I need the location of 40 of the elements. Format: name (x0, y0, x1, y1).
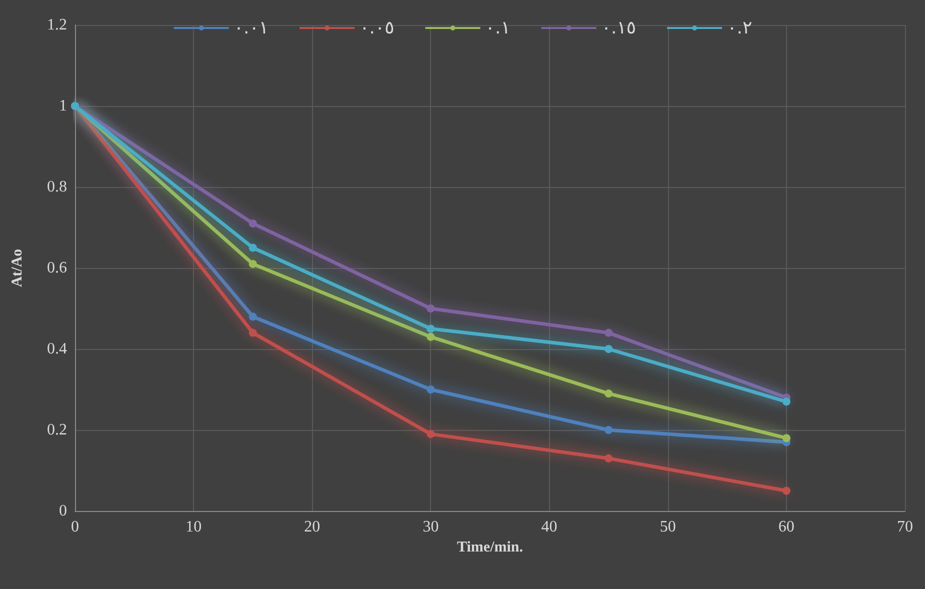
y-tick-label: 0.6 (47, 260, 67, 276)
point (426, 332, 435, 341)
point (782, 434, 790, 442)
point (248, 244, 257, 252)
y-tick-label: 0.4 (47, 340, 67, 358)
y-tick-label: 1.2 (47, 16, 67, 34)
point (782, 398, 790, 406)
y-tick-label: 0.8 (47, 178, 67, 196)
y-axis-title: At/Ao (10, 248, 26, 288)
x-tick-label: 70 (897, 518, 913, 536)
x-tick-label: 0 (71, 518, 79, 536)
y-tick-label: 1 (59, 98, 67, 114)
x-tick-label: 40 (541, 518, 558, 536)
point (426, 304, 435, 312)
point (426, 386, 435, 394)
point (426, 430, 435, 438)
legend-label: ٠.٠١ (234, 18, 269, 38)
legend-label: ٠.١ (485, 18, 510, 38)
point (426, 324, 435, 333)
x-tick-label: 30 (422, 518, 439, 536)
point (604, 390, 613, 398)
point (604, 345, 613, 353)
x-tick-label: 50 (660, 518, 676, 536)
point (782, 486, 790, 495)
point (248, 219, 257, 228)
y-tick-label: 0 (59, 502, 67, 520)
point (604, 328, 613, 337)
legend-label: ٠.٢ (727, 18, 752, 38)
legend-label: ٠.١٥ (601, 18, 636, 38)
point (248, 312, 257, 321)
point (248, 260, 257, 268)
x-tick-label: 20 (304, 518, 320, 536)
point (248, 328, 257, 337)
point (604, 426, 613, 434)
y-tick-label: 0.2 (47, 422, 67, 438)
x-axis-title: Time/min. (457, 539, 524, 556)
legend-label: ٠.٠٥ (360, 18, 394, 38)
point (604, 454, 613, 462)
x-tick-label: 60 (778, 518, 794, 536)
x-tick-label: 10 (186, 518, 202, 536)
